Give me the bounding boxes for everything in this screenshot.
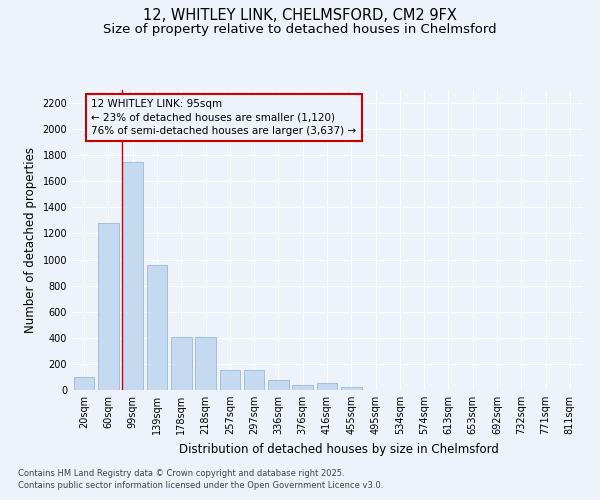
Text: Contains HM Land Registry data © Crown copyright and database right 2025.: Contains HM Land Registry data © Crown c…: [18, 468, 344, 477]
Bar: [74, 377, 94, 390]
Bar: [220, 370, 240, 390]
Text: 12, WHITLEY LINK, CHELMSFORD, CM2 9FX: 12, WHITLEY LINK, CHELMSFORD, CM2 9FX: [143, 8, 457, 22]
Bar: [244, 370, 265, 390]
Bar: [146, 265, 167, 390]
Text: 12 WHITLEY LINK: 95sqm
← 23% of detached houses are smaller (1,120)
76% of semi-: 12 WHITLEY LINK: 95sqm ← 23% of detached…: [91, 99, 356, 136]
Bar: [171, 336, 191, 390]
Bar: [98, 223, 119, 390]
Text: Distribution of detached houses by size in Chelmsford: Distribution of detached houses by size …: [179, 442, 499, 456]
Bar: [341, 388, 362, 390]
Bar: [268, 380, 289, 390]
Bar: [195, 336, 216, 390]
Text: Size of property relative to detached houses in Chelmsford: Size of property relative to detached ho…: [103, 22, 497, 36]
Text: Contains public sector information licensed under the Open Government Licence v3: Contains public sector information licen…: [18, 481, 383, 490]
Y-axis label: Number of detached properties: Number of detached properties: [24, 147, 37, 333]
Bar: [122, 162, 143, 390]
Bar: [292, 386, 313, 390]
Bar: [317, 383, 337, 390]
